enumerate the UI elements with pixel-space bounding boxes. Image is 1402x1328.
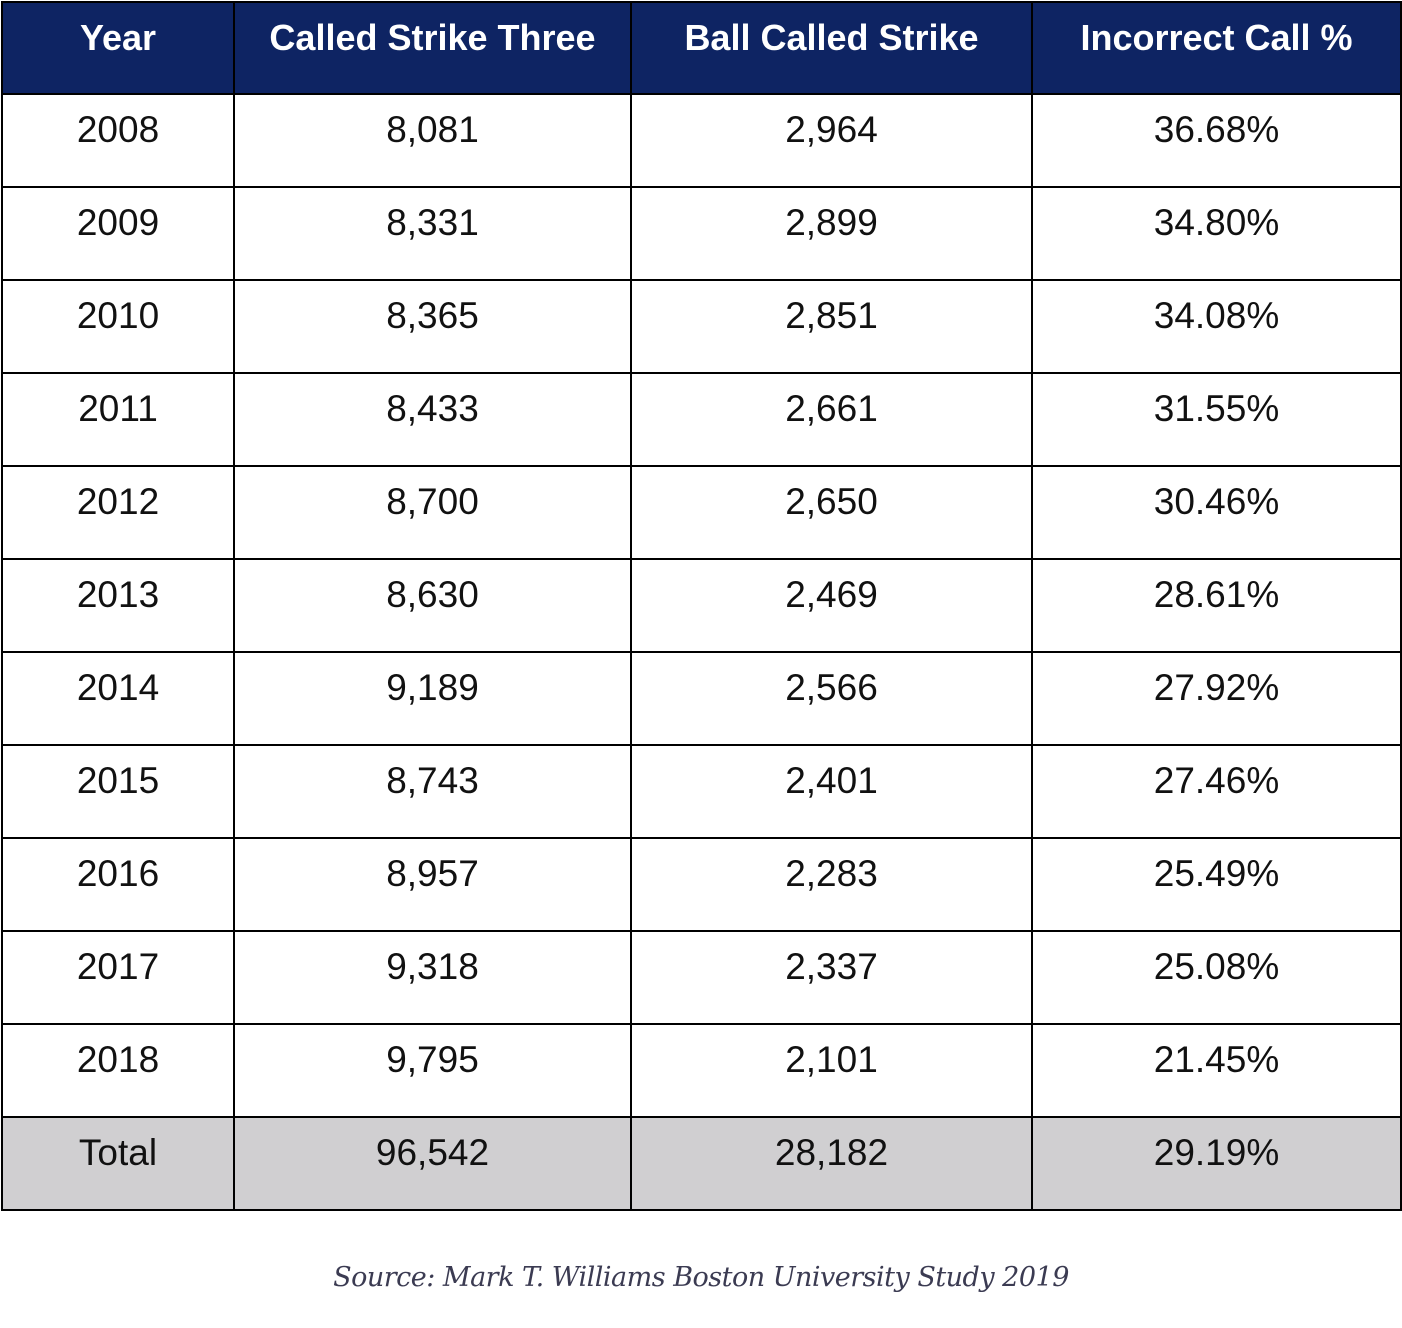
source-caption: Source: Mark T. Williams Boston Universi… (333, 1262, 1069, 1293)
ball-called-strike-cell: 2,337 (630, 930, 1033, 1025)
ball-called-strike-cell: 2,469 (630, 558, 1033, 653)
incorrect-call-pct-cell: 27.46% (1031, 744, 1402, 839)
incorrect-call-pct-cell: 30.46% (1031, 465, 1402, 560)
table-row: 2018 9,795 2,101 21.45% (1, 1023, 1402, 1118)
year-cell: 2011 (1, 372, 235, 467)
year-cell: 2012 (1, 465, 235, 560)
table-row: 2010 8,365 2,851 34.08% (1, 279, 1402, 374)
ball-called-strike-cell: 2,661 (630, 372, 1033, 467)
year-cell: 2018 (1, 1023, 235, 1118)
called-strike-three-cell: 9,318 (233, 930, 632, 1025)
table-row: 2017 9,318 2,337 25.08% (1, 930, 1402, 1025)
ball-called-strike-cell: 2,283 (630, 837, 1033, 932)
ball-called-strike-cell: 2,401 (630, 744, 1033, 839)
year-cell: 2009 (1, 186, 235, 281)
column-header-ball-called-strike: Ball Called Strike (630, 1, 1033, 95)
ball-called-strike-cell: 2,650 (630, 465, 1033, 560)
year-cell: 2013 (1, 558, 235, 653)
called-strike-three-cell: 8,743 (233, 744, 632, 839)
incorrect-call-pct-cell: 36.68% (1031, 93, 1402, 188)
ball-called-strike-cell: 2,851 (630, 279, 1033, 374)
called-strike-three-cell: 8,957 (233, 837, 632, 932)
called-strike-three-cell: 8,365 (233, 279, 632, 374)
ball-called-strike-cell: 2,899 (630, 186, 1033, 281)
called-strikes-table: Year Called Strike Three Ball Called Str… (1, 1, 1402, 1211)
incorrect-call-pct-cell: 27.92% (1031, 651, 1402, 746)
column-header-called-strike-three: Called Strike Three (233, 1, 632, 95)
called-strike-three-cell: 8,433 (233, 372, 632, 467)
called-strike-three-cell: 8,331 (233, 186, 632, 281)
year-cell: 2008 (1, 93, 235, 188)
ball-called-strike-cell: 2,566 (630, 651, 1033, 746)
year-cell: 2017 (1, 930, 235, 1025)
table-row: 2014 9,189 2,566 27.92% (1, 651, 1402, 746)
table-row: 2009 8,331 2,899 34.80% (1, 186, 1402, 281)
called-strike-three-cell: 9,189 (233, 651, 632, 746)
table-row: 2015 8,743 2,401 27.46% (1, 744, 1402, 839)
table-row: 2008 8,081 2,964 36.68% (1, 93, 1402, 188)
total-ball-called-strike-cell: 28,182 (630, 1116, 1033, 1211)
called-strike-three-cell: 8,081 (233, 93, 632, 188)
incorrect-call-pct-cell: 21.45% (1031, 1023, 1402, 1118)
year-cell: 2010 (1, 279, 235, 374)
incorrect-call-pct-cell: 25.49% (1031, 837, 1402, 932)
ball-called-strike-cell: 2,101 (630, 1023, 1033, 1118)
year-cell: 2015 (1, 744, 235, 839)
incorrect-call-pct-cell: 28.61% (1031, 558, 1402, 653)
called-strike-three-cell: 8,700 (233, 465, 632, 560)
incorrect-call-pct-cell: 31.55% (1031, 372, 1402, 467)
incorrect-call-pct-cell: 25.08% (1031, 930, 1402, 1025)
table-row: 2016 8,957 2,283 25.49% (1, 837, 1402, 932)
total-row: Total 96,542 28,182 29.19% (1, 1116, 1402, 1211)
total-label-cell: Total (1, 1116, 235, 1211)
column-header-incorrect-call-pct: Incorrect Call % (1031, 1, 1402, 95)
year-cell: 2014 (1, 651, 235, 746)
year-cell: 2016 (1, 837, 235, 932)
ball-called-strike-cell: 2,964 (630, 93, 1033, 188)
table-row: 2012 8,700 2,650 30.46% (1, 465, 1402, 560)
column-header-year: Year (1, 1, 235, 95)
incorrect-call-pct-cell: 34.80% (1031, 186, 1402, 281)
incorrect-call-pct-cell: 34.08% (1031, 279, 1402, 374)
table-body: 2008 8,081 2,964 36.68% 2009 8,331 2,899 34.80%… (1, 93, 1402, 1211)
called-strike-three-cell: 8,630 (233, 558, 632, 653)
table-row: 2011 8,433 2,661 31.55% (1, 372, 1402, 467)
table-row: 2013 8,630 2,469 28.61% (1, 558, 1402, 653)
total-incorrect-call-pct-cell: 29.19% (1031, 1116, 1402, 1211)
header-row: Year Called Strike Three Ball Called Str… (1, 1, 1402, 95)
called-strike-three-cell: 9,795 (233, 1023, 632, 1118)
total-called-strike-three-cell: 96,542 (233, 1116, 632, 1211)
